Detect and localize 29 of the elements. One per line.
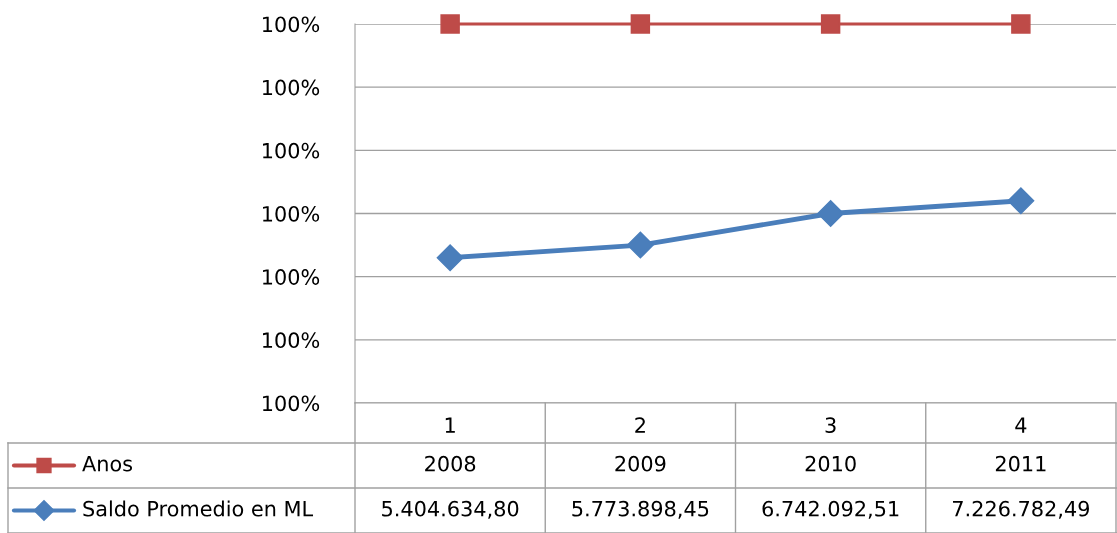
point bbox=[820, 14, 841, 34]
point bbox=[436, 244, 464, 272]
point bbox=[630, 14, 651, 34]
point bbox=[1007, 187, 1035, 215]
point bbox=[440, 14, 460, 34]
legend-label: Saldo Promedio en ML bbox=[83, 500, 314, 517]
y-tick-label: 100% bbox=[263, 395, 320, 412]
y-tick-label: 100% bbox=[263, 16, 320, 33]
text: 5.773.898,45 bbox=[572, 500, 709, 519]
text: 5.404.634,80 bbox=[382, 500, 519, 519]
y-tick-label: 100% bbox=[263, 205, 320, 222]
x-tick-label: 1 bbox=[445, 417, 455, 433]
point bbox=[1011, 14, 1031, 34]
x-tick-label: 4 bbox=[1015, 417, 1027, 433]
point bbox=[626, 231, 654, 259]
text: 2008 bbox=[425, 455, 476, 472]
text: 6.742.092,51 bbox=[762, 500, 899, 519]
text: 2010 bbox=[805, 455, 856, 472]
y-tick-label: 100% bbox=[263, 79, 320, 96]
x-tick-label: 3 bbox=[825, 417, 836, 434]
y-tick-label: 100% bbox=[263, 142, 320, 159]
text: 2011 bbox=[995, 455, 1046, 472]
text: 7.226.782,49 bbox=[953, 500, 1089, 519]
legend-label: Anos bbox=[82, 456, 133, 472]
y-tick-label: 100% bbox=[263, 269, 320, 285]
text: 2009 bbox=[615, 455, 666, 472]
y-tick-label: 100% bbox=[263, 332, 320, 349]
point bbox=[817, 200, 845, 227]
x-tick-label: 2 bbox=[635, 417, 645, 433]
